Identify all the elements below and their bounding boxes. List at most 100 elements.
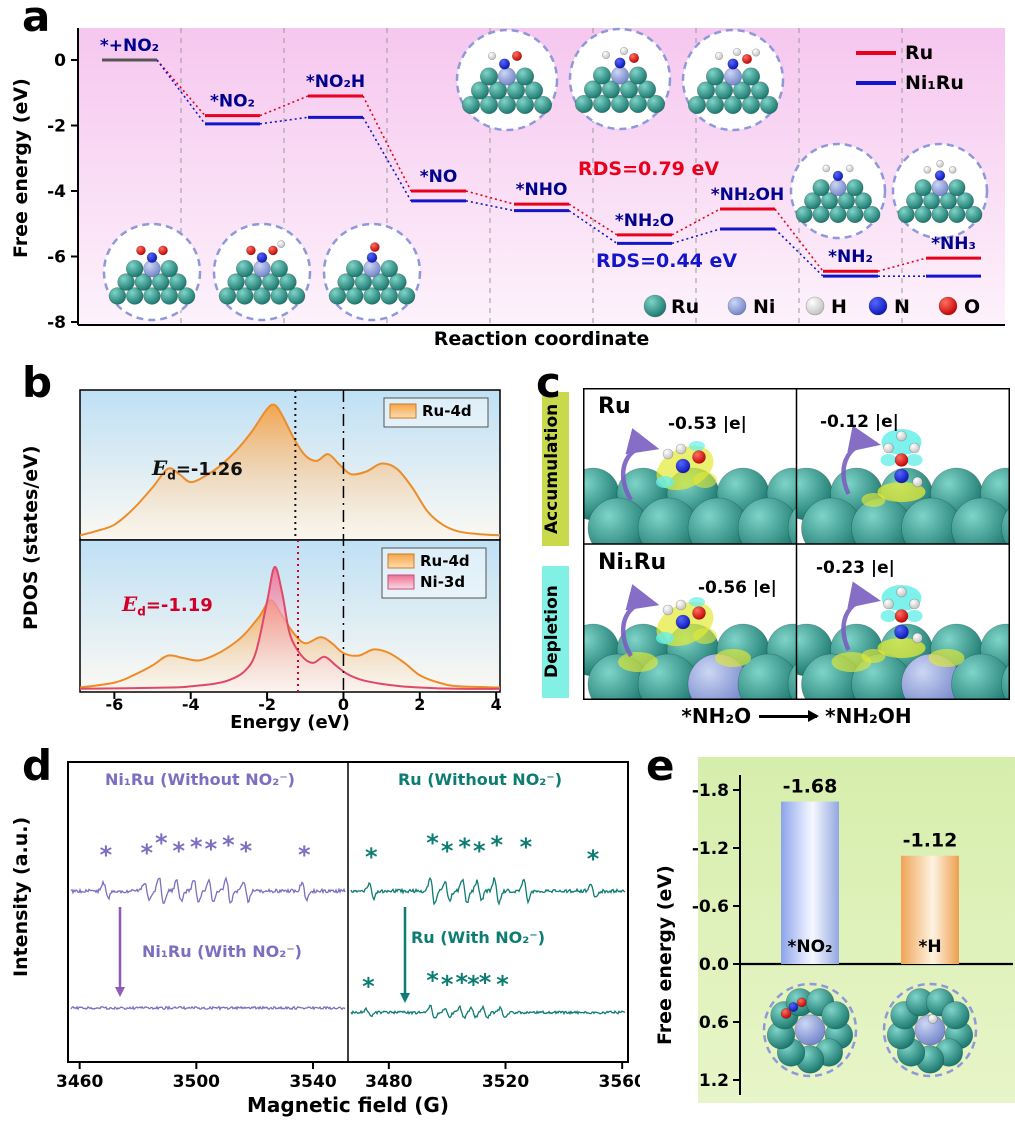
svg-text:0.6: 0.6 <box>699 1013 729 1033</box>
svg-text:Ni: Ni <box>753 296 775 318</box>
panel-e-label: e <box>646 741 675 790</box>
svg-text:*NO: *NO <box>420 167 458 187</box>
svg-text:*: * <box>490 831 503 859</box>
cluster-inset <box>212 222 312 322</box>
arrow-icon <box>759 709 820 722</box>
svg-text:-1.8: -1.8 <box>692 781 729 801</box>
svg-text:*: * <box>520 833 533 861</box>
svg-text:*: * <box>426 829 439 857</box>
cluster-top-view <box>882 982 978 1078</box>
svg-text:*NH₂OH: *NH₂OH <box>711 185 784 205</box>
epr-trace <box>70 876 346 904</box>
svg-text:*: * <box>587 845 600 873</box>
cell-title-ru: Ru <box>598 394 631 419</box>
svg-text:-2: -2 <box>47 117 66 137</box>
cell-title-niru: Ni₁Ru <box>598 550 667 575</box>
svg-text:-2: -2 <box>258 695 276 714</box>
svg-text:*NO₂H: *NO₂H <box>306 72 365 92</box>
svg-text:3520: 3520 <box>482 1072 529 1092</box>
svg-text:*: * <box>190 833 203 861</box>
panel-e-ylabel: Free energy (eV) <box>654 865 676 1045</box>
charge-density-cell <box>583 544 797 700</box>
svg-text:*: * <box>441 837 454 865</box>
bar <box>781 801 839 964</box>
cluster-top-view <box>762 982 858 1078</box>
charge-value: -0.12 |e| <box>820 412 899 432</box>
svg-text:*: * <box>173 837 186 865</box>
pdos-chart: -6 -4 -2 0 2 4 Ru-4d Ru-4d Ni-3d <box>79 389 502 714</box>
charge-value: -0.53 |e| <box>668 414 747 434</box>
cluster-inset <box>102 222 202 322</box>
epr-trace <box>350 1004 626 1020</box>
rds-annotation-niru: RDS=0.44 eV <box>596 250 738 272</box>
series-legend: Ru Ni₁Ru <box>856 42 964 94</box>
svg-text:*: * <box>155 829 168 857</box>
svg-text:*: * <box>458 833 471 861</box>
epr-chart: 3460 3500 3540 3480 3520 3560* * * * * * * * *Ni₁Ru (… <box>56 761 640 1092</box>
svg-text:Ni₁Ru (Without NO₂⁻): Ni₁Ru (Without NO₂⁻) <box>105 770 295 789</box>
caption-left: *NH₂O <box>681 704 752 728</box>
svg-text:O: O <box>964 296 980 318</box>
epsilon-value: =-1.26 <box>175 459 243 480</box>
cluster-inset <box>789 142 887 240</box>
svg-text:Ru: Ru <box>671 296 699 318</box>
svg-text:*: * <box>455 969 468 997</box>
svg-text:-4: -4 <box>182 695 200 714</box>
svg-text:-1.12: -1.12 <box>903 830 958 852</box>
legend-label: Ni₁Ru <box>905 72 964 94</box>
rds-annotation-ru: RDS=0.79 eV <box>578 158 720 180</box>
svg-text:1.2: 1.2 <box>699 1071 729 1091</box>
legend-line-sample <box>856 81 896 85</box>
svg-text:*NO₂: *NO₂ <box>787 937 832 957</box>
down-arrow-icon <box>115 987 125 997</box>
epr-trace <box>70 1005 346 1011</box>
panel-b-ylabel: PDOS (states/eV) <box>20 445 42 630</box>
epsilon-subscript: d <box>167 468 176 483</box>
charge-density-grid <box>583 388 1010 700</box>
legend-item: Ni₁Ru <box>856 72 964 94</box>
cluster-inset <box>322 222 422 322</box>
svg-text:-6: -6 <box>47 248 66 268</box>
svg-text:Ru (Without NO₂⁻): Ru (Without NO₂⁻) <box>398 770 562 789</box>
charge-density-cell <box>583 388 797 544</box>
svg-text:N: N <box>894 296 910 318</box>
epsilon-symbol: E <box>152 456 168 480</box>
cluster-inset <box>681 28 785 132</box>
svg-text:*: * <box>100 841 113 869</box>
free-energy-chart: 0-2-4-6-8*+NO₂*NO₂*NO₂H*NO*NHO*NH₂O*NH₂O… <box>47 27 1005 333</box>
charge-density-cell <box>796 388 1010 544</box>
svg-text:3540: 3540 <box>289 1072 336 1092</box>
svg-text:*NO₂: *NO₂ <box>210 92 255 112</box>
cluster-inset <box>455 28 559 132</box>
charge-value: -0.23 |e| <box>816 558 895 578</box>
cluster-inset <box>568 27 672 131</box>
svg-text:*: * <box>467 971 480 999</box>
panel-b: b -6 -4 -2 0 2 4 Ru-4d Ru-4d Ni-3d PDOS (states/… <box>0 358 528 745</box>
svg-text:*: * <box>365 843 378 871</box>
svg-text:*: * <box>240 837 253 865</box>
svg-text:-1.2: -1.2 <box>692 839 729 859</box>
epr-trace <box>350 876 626 906</box>
svg-text:*NH₂O: *NH₂O <box>615 211 674 231</box>
svg-text:*NH₃: *NH₃ <box>931 234 976 254</box>
epsilon-value: =-1.19 <box>145 595 213 616</box>
svg-text:*: * <box>426 967 439 995</box>
svg-text:3460: 3460 <box>56 1072 103 1092</box>
svg-text:*: * <box>140 839 153 867</box>
adsorption-bar-chart: -1.8 -1.2 -0.6 0.0 0.6 1.2 -1.68 *NO₂ -1.12 *H <box>692 757 1015 1103</box>
svg-text:-6: -6 <box>105 695 123 714</box>
charge-density-cell <box>796 544 1010 700</box>
panel-b-xlabel: Energy (eV) <box>230 712 350 733</box>
epsilon-symbol: E <box>122 592 138 616</box>
svg-text:3560: 3560 <box>599 1072 640 1092</box>
caption-right: *NH₂OH <box>825 704 912 728</box>
svg-text:Ru-4d: Ru-4d <box>420 552 470 570</box>
svg-text:*NHO: *NHO <box>516 180 568 200</box>
svg-text:3480: 3480 <box>365 1072 412 1092</box>
svg-text:-0.6: -0.6 <box>692 897 729 917</box>
svg-text:Ni-3d: Ni-3d <box>420 573 465 591</box>
svg-text:-4: -4 <box>47 182 66 202</box>
svg-text:H: H <box>831 296 847 318</box>
svg-text:*: * <box>222 831 235 859</box>
